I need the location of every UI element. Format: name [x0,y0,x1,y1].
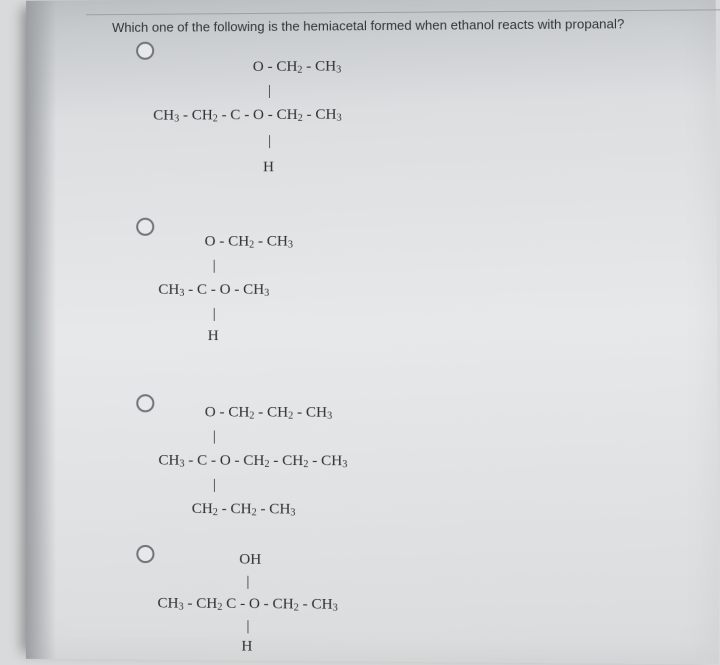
option-2-line-0: O - CH2 - CH2 - CH3 [205,404,332,421]
option-3-line-0: OH [239,552,261,569]
option-radio-1[interactable] [136,218,154,236]
option-0-line-0: O - CH2 - CH3 [253,58,342,76]
option-0-line-3: | [268,133,271,150]
option-1-line-4: H [208,328,219,345]
quiz-page: Which one of the following is the hemiac… [26,0,719,664]
option-0-line-1: | [268,83,271,100]
page-left-shadow [26,1,56,659]
option-0-line-2: CH3 - CH2 - C - O - CH2 - CH3 [153,107,341,125]
option-radio-2[interactable] [136,394,154,412]
option-3-line-1: | [246,574,249,591]
option-1-line-0: O - CH2 - CH3 [205,233,293,250]
option-radio-3[interactable] [136,545,154,563]
option-2-line-2: CH3 - C - O - CH2 - CH2 - CH3 [158,453,347,471]
option-radio-0[interactable] [136,42,154,60]
option-3-line-4: H [241,638,252,655]
question-prompt: Which one of the following is the hemiac… [112,15,720,35]
option-1-line-2: CH3 - C - O - CH3 [158,282,269,299]
option-3-line-2: CH3 - CH2 C - O - CH2 - CH3 [158,595,338,613]
divider-top [86,9,720,15]
option-2-line-4: CH2 - CH2 - CH3 [192,501,296,519]
option-1-line-3: | [213,306,216,323]
option-3-line-3: | [246,618,249,635]
option-2-line-3: | [213,477,216,494]
option-2-line-1: | [213,429,216,446]
option-1-line-1: | [213,258,216,275]
option-0-line-4: H [263,159,274,176]
